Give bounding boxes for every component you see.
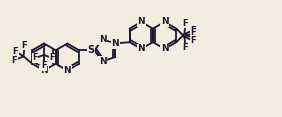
Text: N: N — [99, 35, 106, 44]
Text: N: N — [137, 44, 145, 53]
Text: N: N — [161, 44, 168, 53]
Text: N: N — [137, 17, 145, 26]
Text: F: F — [49, 53, 55, 62]
Text: F: F — [191, 28, 196, 37]
Text: N: N — [161, 17, 168, 26]
Text: N: N — [112, 39, 119, 48]
Text: F: F — [191, 34, 196, 43]
Text: F: F — [191, 36, 196, 45]
Text: F: F — [22, 41, 27, 50]
Text: F: F — [41, 61, 47, 70]
Text: N: N — [63, 66, 71, 75]
Text: F: F — [32, 53, 38, 62]
Text: S: S — [88, 45, 95, 55]
Text: F: F — [12, 56, 17, 65]
Text: N: N — [99, 57, 106, 66]
Text: F: F — [183, 18, 188, 27]
Text: F: F — [183, 43, 188, 52]
Text: F: F — [13, 47, 18, 56]
Text: F: F — [191, 26, 196, 35]
Text: N: N — [40, 66, 48, 75]
